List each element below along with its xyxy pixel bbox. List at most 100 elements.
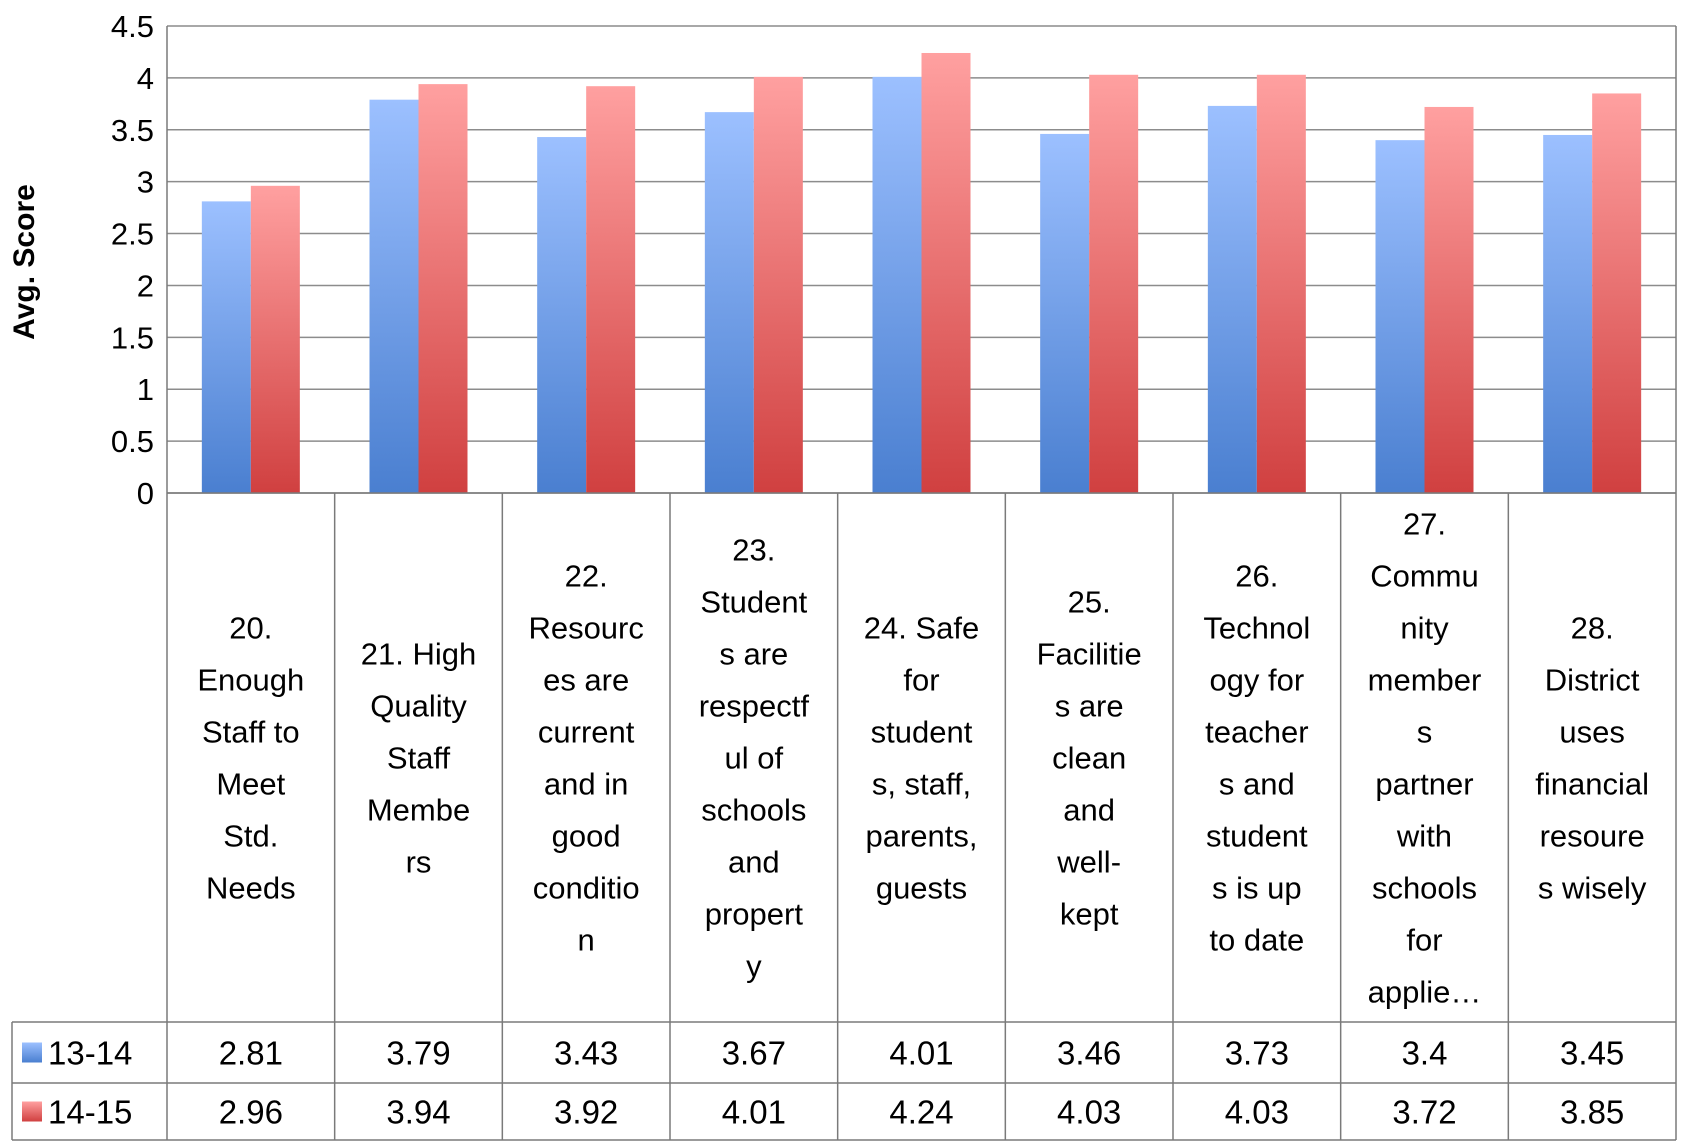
category-label-line: member: [1368, 663, 1482, 698]
category-label-line: Commu: [1370, 559, 1479, 594]
category-label-line: 28.: [1571, 611, 1614, 646]
bar-14-15-3: [586, 86, 636, 494]
data-label: 4.24: [889, 1094, 953, 1131]
category-label-line: nity: [1400, 611, 1449, 646]
category-label-line: respectf: [699, 689, 810, 724]
category-label: 23. Student s are respectf ul of schools and pr…: [699, 533, 810, 984]
y-tick-label: 2.5: [111, 217, 154, 252]
category-label: 24. Safe for student s, staff, parents, guest…: [864, 611, 979, 906]
category-label: 21. High Quality Staff Membe rs: [361, 637, 476, 880]
data-label: 3.79: [386, 1035, 450, 1072]
data-label: 2.81: [219, 1035, 283, 1072]
category-label-line: financial: [1535, 767, 1649, 802]
bar-13-14-2: [369, 99, 419, 493]
category-label-line: well-: [1056, 845, 1121, 880]
category-label: 28. District uses financial resoure s wisely: [1535, 611, 1649, 906]
category-label-line: kept: [1060, 897, 1119, 932]
bar-14-15-9: [1592, 93, 1642, 493]
y-tick-label: 0.5: [111, 424, 154, 459]
category-label-line: rs: [406, 845, 432, 880]
category-label-line: student: [871, 715, 973, 750]
category-label-line: Student: [700, 585, 807, 620]
category-label-line: s are: [1055, 689, 1124, 724]
legend-swatch-13-14: [22, 1042, 42, 1063]
category-label: 22. Resourc es are current and in good conditi…: [528, 559, 643, 958]
category-label-line: Needs: [206, 871, 296, 906]
category-label-line: s, staff,: [872, 767, 971, 802]
data-label: 4.03: [1225, 1094, 1289, 1131]
category-label-line: es are: [543, 663, 629, 698]
category-label-line: uses: [1559, 715, 1624, 750]
bar-14-15-5: [921, 52, 971, 493]
category-label-line: propert: [705, 897, 804, 932]
data-table: 20. Enough Staff to Meet Std. Needs 21. High Qu…: [11, 26, 1677, 1141]
category-label-line: and: [728, 845, 780, 880]
data-label: 3.85: [1560, 1094, 1624, 1131]
category-label-line: Membe: [367, 793, 470, 828]
data-label: 3.72: [1392, 1094, 1456, 1131]
category-label-line: 22.: [565, 559, 608, 594]
category-label-line: s is up: [1212, 871, 1302, 906]
category-label-line: Meet: [216, 767, 285, 802]
category-label-line: to date: [1209, 923, 1304, 958]
y-tick-label: 1: [137, 372, 154, 407]
legend-swatch-14-15: [22, 1101, 42, 1122]
data-label: 3.94: [386, 1094, 450, 1131]
legend-label-13-14: 13-14: [48, 1035, 132, 1072]
bar-13-14-6: [1040, 133, 1090, 493]
bar-14-15-8: [1424, 106, 1474, 494]
bar-14-15-1: [250, 185, 300, 493]
data-label: 3.43: [554, 1035, 618, 1072]
category-label-line: s and: [1219, 767, 1295, 802]
category-label-line: Quality: [370, 689, 467, 724]
legend-label-14-15: 14-15: [48, 1094, 132, 1131]
data-label: 3.67: [722, 1035, 786, 1072]
category-label-line: s are: [719, 637, 788, 672]
category-label-line: Technol: [1203, 611, 1310, 646]
category-label-line: student: [1206, 819, 1308, 854]
category-label-line: Resourc: [528, 611, 643, 646]
category-label: 20. Enough Staff to Meet Std. Needs: [197, 611, 304, 906]
category-label-line: conditio: [533, 871, 640, 906]
y-tick-label: 3: [137, 165, 154, 200]
y-tick-label: 4: [137, 61, 154, 96]
category-label-line: ogy for: [1209, 663, 1304, 698]
category-label-line: clean: [1052, 741, 1126, 776]
bar-14-15-4: [753, 76, 803, 494]
category-label-line: District: [1545, 663, 1640, 698]
data-label: 4.01: [889, 1035, 953, 1072]
category-label-line: good: [552, 819, 621, 854]
bar-13-14-4: [704, 112, 754, 493]
category-label-line: with: [1396, 819, 1452, 854]
data-label: 3.92: [554, 1094, 618, 1131]
bar-13-14-1: [201, 201, 251, 493]
category-label-line: Staff: [387, 741, 451, 776]
bars: [201, 52, 1642, 494]
y-axis-label: Avg. Score: [8, 184, 41, 340]
category-label-line: 27.: [1403, 507, 1446, 542]
bar-13-14-5: [872, 76, 922, 494]
y-axis-ticks: 0 0.5 1 1.5 2 2.5 3 3.5 4 4.5: [111, 9, 154, 511]
category-label-line: applie…: [1368, 975, 1482, 1010]
category-label-line: resoure: [1540, 819, 1645, 854]
category-label-line: s wisely: [1538, 871, 1647, 906]
category-label-line: for: [1406, 923, 1442, 958]
category-label-line: Staff to: [202, 715, 300, 750]
category-label-line: current: [538, 715, 635, 750]
bar-13-14-9: [1543, 134, 1593, 493]
category-label-line: y: [746, 949, 762, 984]
category-label-line: 20.: [229, 611, 272, 646]
data-label: 3.46: [1057, 1035, 1121, 1072]
data-label: 4.01: [722, 1094, 786, 1131]
y-tick-label: 1.5: [111, 320, 154, 355]
category-label-line: schools: [1372, 871, 1477, 906]
category-label-line: s: [1417, 715, 1433, 750]
category-label: 27. Commu nity member s partner with schools for…: [1368, 507, 1482, 1010]
category-label-line: 26.: [1235, 559, 1278, 594]
data-label: 3.45: [1560, 1035, 1624, 1072]
category-label-line: partner: [1375, 767, 1473, 802]
data-label: 3.4: [1402, 1035, 1448, 1072]
category-label: 25. Facilitie s are clean and well-kept: [1037, 585, 1142, 932]
data-label: 2.96: [219, 1094, 283, 1131]
